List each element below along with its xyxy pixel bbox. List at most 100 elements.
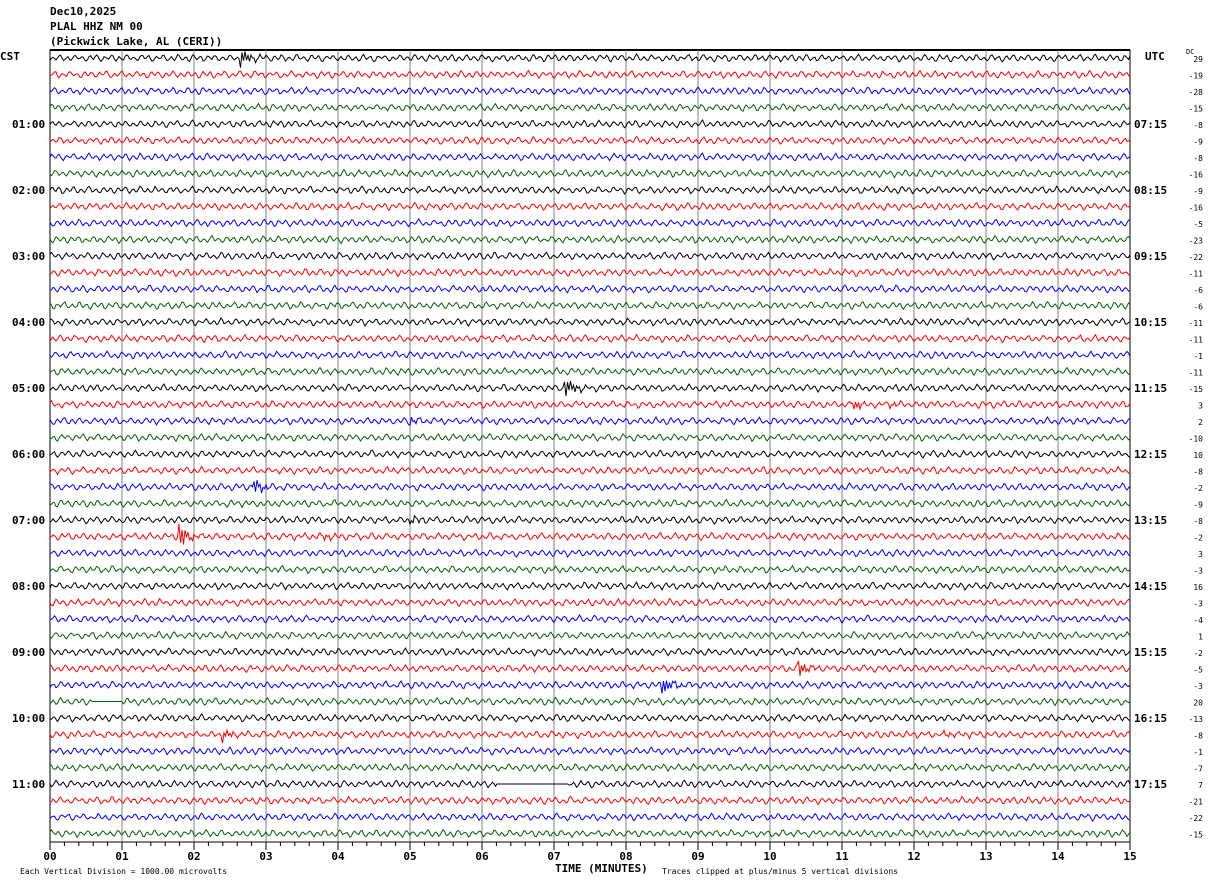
- right-hour-label: 11:15: [1134, 382, 1167, 395]
- dc-offset-label: -8: [1193, 121, 1203, 130]
- dc-offset-label: -16: [1189, 171, 1204, 180]
- dc-offset-label: -9: [1193, 138, 1203, 147]
- trace-row-40: [49, 713, 1131, 724]
- dc-offset-label: -9: [1193, 501, 1203, 510]
- trace-row-11: [49, 234, 1131, 245]
- dc-offset-label: 16: [1193, 583, 1203, 592]
- dc-offset-label: 1: [1198, 633, 1203, 642]
- location-label: (Pickwick Lake, AL (CERI)): [50, 35, 223, 48]
- x-tick-label: 03: [259, 850, 272, 863]
- dc-offset-label: 20: [1193, 699, 1203, 708]
- trace-row-13: [49, 267, 1131, 278]
- left-hour-label: 11:00: [12, 778, 45, 791]
- trace-row-33: [49, 597, 1131, 608]
- dc-offset-label: -28: [1189, 88, 1204, 97]
- trace-row-6: [49, 152, 1131, 162]
- left-hour-label: 07:00: [12, 514, 45, 527]
- dc-offset-label: -6: [1193, 303, 1203, 312]
- trace-row-16: [50, 317, 1131, 328]
- plot-frame: [49, 49, 1131, 843]
- dc-offset-label: -8: [1193, 154, 1203, 163]
- trace-row-36: [49, 647, 1131, 657]
- trace-row-21: [49, 399, 1131, 411]
- trace-row-23: [49, 432, 1131, 443]
- trace-row-24: [49, 449, 1131, 459]
- trace-row-17: [49, 333, 1131, 344]
- trace-row-4: [49, 118, 1131, 129]
- trace-row-31: [49, 564, 1131, 575]
- left-hour-label: 06:00: [12, 448, 45, 461]
- dc-offset-label: -5: [1193, 220, 1203, 229]
- trace-row-18: [49, 350, 1131, 360]
- dc-offset-label: -13: [1189, 715, 1204, 724]
- trace-row-45: [49, 795, 1131, 806]
- trace-row-0: [49, 51, 1131, 68]
- trace-row-41: [49, 728, 1131, 744]
- x-tick-label: 14: [1051, 850, 1065, 863]
- left-hour-label: 03:00: [12, 250, 45, 263]
- dc-offset-label: -3: [1193, 567, 1203, 576]
- x-tick-label: 00: [43, 850, 56, 863]
- dc-offset-label: 2: [1198, 418, 1203, 427]
- left-hour-label: 08:00: [12, 580, 45, 593]
- clip-note: Traces clipped at plus/minus 5 vertical …: [662, 867, 899, 876]
- trace-row-9: [49, 201, 1131, 212]
- left-hour-label: 01:00: [12, 118, 45, 131]
- trace-row-39: [49, 696, 1131, 707]
- trace-row-22: [49, 415, 1131, 427]
- right-hour-label: 10:15: [1134, 316, 1167, 329]
- trace-row-44: [49, 779, 1131, 789]
- dc-offset-label: -8: [1193, 517, 1203, 526]
- x-tick-label: 12: [907, 850, 920, 863]
- scale-note: Each Vertical Division = 1000.00 microvo…: [20, 867, 228, 876]
- station-label: PLAL HHZ NM 00: [50, 20, 143, 33]
- trace-row-28: [49, 514, 1131, 526]
- trace-row-1: [49, 69, 1131, 80]
- trace-row-15: [49, 300, 1131, 311]
- dc-offset-label: -7: [1193, 765, 1203, 774]
- dc-offset-label: -11: [1189, 270, 1204, 279]
- right-hour-label: 13:15: [1134, 514, 1167, 527]
- x-tick-label: 11: [835, 850, 849, 863]
- dc-offset-label: -15: [1189, 385, 1204, 394]
- date-label: Dec10,2025: [50, 5, 117, 18]
- dc-offset-label: -23: [1189, 237, 1204, 246]
- trace-row-19: [49, 366, 1131, 377]
- left-hour-label: 10:00: [12, 712, 45, 725]
- dc-offset-label: -15: [1189, 831, 1204, 840]
- right-hour-label: 15:15: [1134, 646, 1167, 659]
- dc-offset-label: -10: [1189, 435, 1204, 444]
- trace-row-2: [49, 86, 1131, 96]
- trace-row-47: [49, 828, 1131, 839]
- trace-row-29: [49, 523, 1131, 545]
- left-timezone-label: CST: [0, 50, 20, 63]
- dc-label: DC: [1186, 48, 1195, 56]
- trace-row-10: [49, 218, 1131, 228]
- trace-row-5: [49, 135, 1131, 146]
- dc-offset-label: 10: [1193, 451, 1203, 460]
- trace-row-35: [49, 630, 1131, 641]
- dc-offset-label: -9: [1193, 187, 1203, 196]
- right-timezone-label: UTC: [1145, 50, 1165, 63]
- x-tick-label: 15: [1123, 850, 1136, 863]
- x-tick-label: 07: [547, 850, 560, 863]
- dc-offset-label: 3: [1198, 402, 1203, 411]
- right-hour-label: 09:15: [1134, 250, 1167, 263]
- trace-row-8: [49, 185, 1131, 195]
- dc-offset-label: -2: [1193, 534, 1203, 543]
- x-tick-label: 10: [763, 850, 776, 863]
- x-tick-label: 08: [619, 850, 632, 863]
- trace-row-12: [49, 250, 1131, 262]
- trace-row-32: [49, 581, 1131, 591]
- dc-offset-label: -15: [1189, 105, 1204, 114]
- right-hour-label: 07:15: [1134, 118, 1167, 131]
- dc-offset-label: -11: [1189, 336, 1204, 345]
- dc-offset-label: 3: [1198, 550, 1203, 559]
- trace-row-25: [49, 465, 1131, 476]
- trace-row-3: [49, 102, 1131, 113]
- trace-row-38: [49, 680, 1131, 694]
- trace-row-34: [49, 614, 1131, 625]
- dc-offset-label: 7: [1198, 781, 1203, 790]
- dc-offset-label: -22: [1189, 814, 1204, 823]
